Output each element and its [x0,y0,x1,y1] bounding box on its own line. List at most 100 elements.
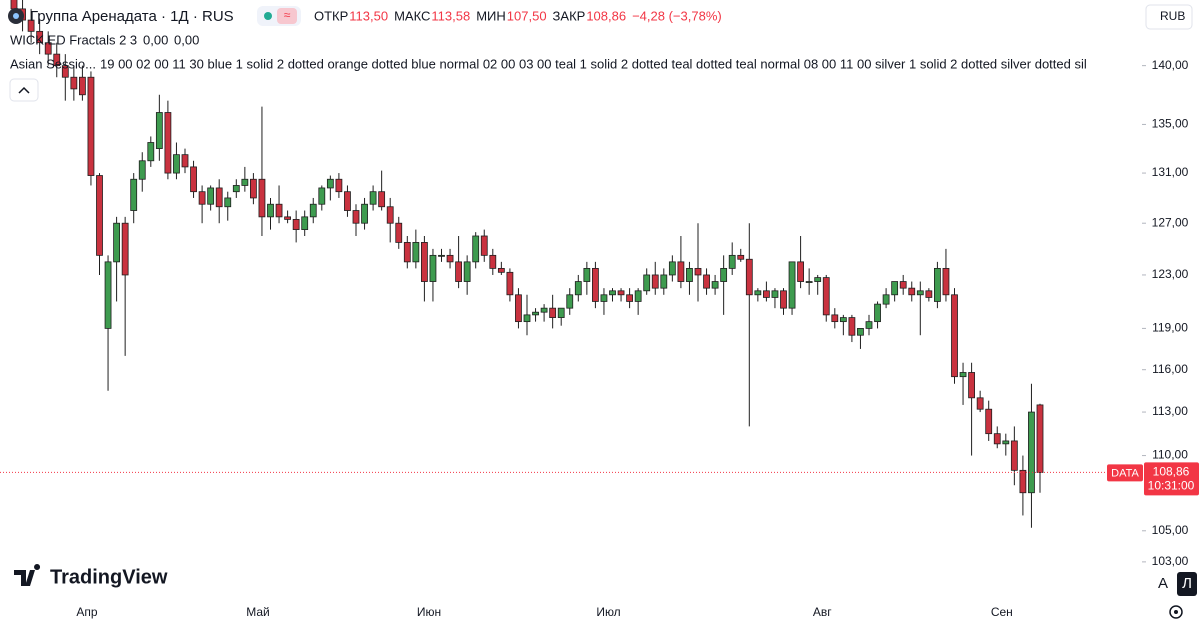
candle-body [344,191,351,211]
candle-body [643,274,651,292]
candle-body [44,42,52,55]
candle-body [241,178,249,186]
candle-body [951,294,958,378]
x-tick-label: Май [246,605,270,619]
candle-body [335,178,343,193]
x-tick-label: Июл [596,605,620,619]
candle-body [763,290,770,298]
candle-body [215,187,223,208]
candle-body [429,254,437,282]
candle-body [668,261,676,276]
candle-body [386,206,394,224]
candle-body [326,178,334,189]
candle-body [369,191,377,205]
candle-body [181,154,189,168]
settings-icon[interactable] [1169,605,1183,619]
candle-body [865,321,873,329]
candle-body [925,290,933,298]
candle-body [104,261,112,329]
y-tick-label: 119,00 [1152,321,1188,335]
price-time: 10:31:00 [1148,479,1195,493]
candle-body [27,19,35,32]
candle-body [660,274,668,289]
x-tick-label: Авг [813,605,832,619]
candle-body [455,261,463,282]
candle-body [882,294,890,305]
candle-body [523,314,531,323]
candle-body [703,274,710,289]
candle-body [745,258,753,296]
candle-body [626,294,633,302]
candle-body [968,372,975,399]
candle-body [959,372,967,378]
candle-body [677,261,685,282]
candle-body [515,294,522,323]
candle-body [771,290,779,298]
candle-body [275,203,283,218]
candle-body [805,281,813,283]
candle-body [1010,440,1018,471]
candle-body [891,281,899,296]
ohlc-label: ОТКР [314,8,348,23]
y-tick-label: 131,00 [1152,165,1189,179]
brand-name: TradingView [50,566,168,588]
candle-body [420,242,428,282]
candle-body [292,218,300,230]
y-tick-label: 140,00 [1152,58,1189,72]
ohlc-value: 107,50 [507,8,547,23]
candle-body [1028,411,1035,494]
candle-body [780,290,787,309]
candle-body [1019,469,1027,494]
candle-body [361,203,368,224]
auto-scale-button[interactable]: A [1158,575,1168,592]
candle-body [583,267,591,282]
symbol-logo-dot [13,13,19,19]
y-tick-label: 123,00 [1152,267,1189,281]
candle-body [489,254,497,269]
ohlc-value: 113,58 [431,8,470,23]
candle-body [993,433,1001,445]
candle-body [463,261,471,282]
candle-body [198,191,206,205]
candle-body [267,203,274,218]
indicator-value: 0,00 [143,32,168,47]
currency-button[interactable] [1145,4,1193,30]
collapse-button[interactable] [9,78,39,102]
log-scale-bg[interactable] [1177,572,1197,596]
candle-body [36,30,44,44]
candle-body [232,185,240,193]
candle-body [617,290,625,296]
candle-body [61,65,69,78]
candle-body [634,290,642,302]
candle-body [480,235,488,256]
collapse-icon [18,86,30,94]
price-label: 108,86 [1153,465,1190,479]
y-tick-label: 127,00 [1152,215,1189,229]
y-tick-label: 105,00 [1152,523,1189,537]
candle-body [446,254,454,263]
change: −4,28 (−3,78%) [632,8,722,23]
status-badge [277,8,297,24]
candle-body [532,311,539,316]
candle-body [79,76,86,96]
candle-body [497,267,505,273]
candle-body [10,0,18,10]
candle-body [190,166,197,193]
y-tick-label: 116,00 [1152,362,1188,376]
ohlc-label: МИН [476,8,506,23]
ohlc-label: МАКС [394,8,430,23]
plot-area [0,0,1142,528]
y-tick-label: 113,00 [1152,404,1188,418]
candle-body [934,267,941,302]
price-axis: 140,00 135,00 131,00 127,00 123,00 119,00 116,… [1142,58,1189,568]
candle-body [600,294,608,302]
candle-body [557,307,565,318]
log-scale-button[interactable]: Л [1182,575,1192,592]
price-label-bg [1144,462,1199,496]
price-tag: DATA [1111,467,1139,479]
candle-body [258,178,266,218]
candle-body [301,216,309,230]
candle-body [395,222,403,243]
candle-body [916,290,924,296]
candle-body [138,160,146,180]
